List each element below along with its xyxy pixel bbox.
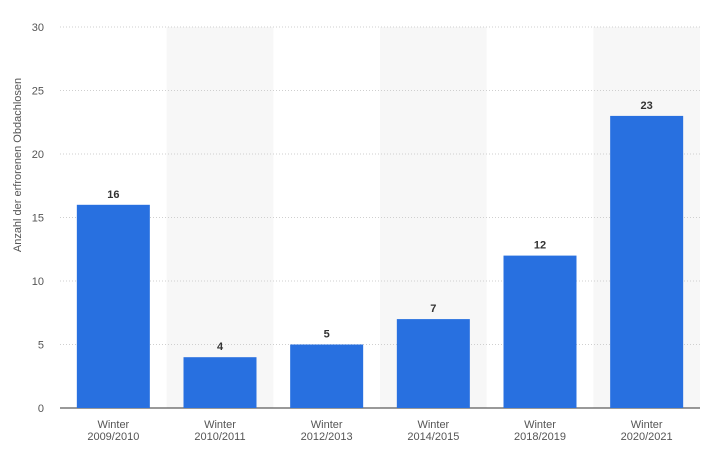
x-tick-label: Winter 2020/2021 — [621, 419, 673, 443]
y-tick-label: 20 — [32, 149, 44, 161]
x-tick-label: Winter 2012/2013 — [301, 419, 353, 443]
bar — [76, 204, 150, 408]
value-label: 7 — [430, 303, 436, 315]
bar — [290, 344, 364, 408]
y-tick-label: 30 — [32, 22, 44, 34]
value-label: 12 — [534, 240, 546, 252]
x-tick-label: Winter 2014/2015 — [407, 419, 459, 443]
y-tick-label: 5 — [38, 340, 44, 352]
bar — [396, 319, 470, 408]
y-tick-label: 15 — [32, 213, 44, 225]
bar — [183, 357, 257, 408]
x-tick-label: Winter 2010/2011 — [194, 419, 245, 443]
bar — [610, 115, 684, 409]
y-tick-label: 25 — [32, 86, 44, 98]
x-tick-label: Winter 2018/2019 — [514, 419, 566, 443]
y-tick-label: 10 — [32, 276, 44, 288]
value-label: 4 — [217, 341, 224, 353]
value-label: 16 — [107, 189, 119, 201]
value-label: 23 — [641, 100, 653, 112]
bar — [503, 255, 577, 408]
y-tick-label: 0 — [38, 403, 44, 415]
y-axis-label: Anzahl der erfrorenen Obdachlosen — [12, 78, 24, 252]
value-label: 5 — [324, 329, 330, 341]
x-tick-label: Winter 2009/2010 — [87, 419, 139, 443]
